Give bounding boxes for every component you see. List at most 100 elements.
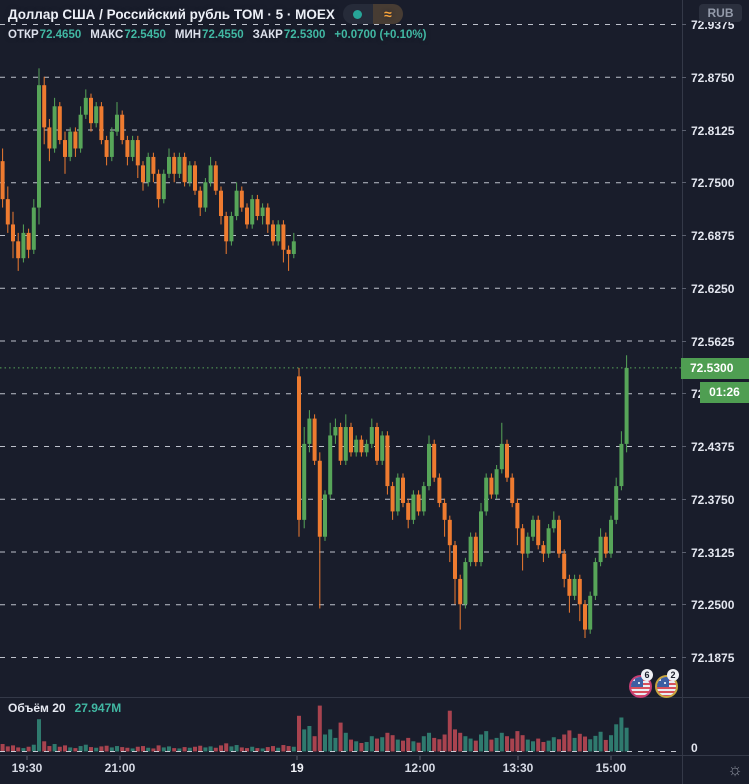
volume-bar (229, 746, 234, 752)
candle-body (234, 190, 239, 217)
volume-bar (557, 739, 561, 752)
volume-bar (354, 741, 359, 752)
volume-bar (567, 730, 572, 752)
currency-badge[interactable]: RUB (699, 4, 742, 22)
time-axis-tick (296, 756, 298, 760)
candle-body (109, 131, 114, 157)
candle-body (619, 443, 624, 487)
flag-counter-badge[interactable]: 6 (641, 669, 653, 681)
candle-body (135, 140, 140, 166)
candle-body (130, 140, 135, 157)
volume-bar (406, 737, 411, 752)
volume-bar (609, 735, 613, 752)
candle-body (26, 232, 31, 250)
candle-body (609, 519, 613, 554)
volume-bar (572, 737, 577, 752)
volume-bar (551, 737, 556, 752)
volume-bar (380, 737, 385, 752)
volume-bar (156, 745, 161, 752)
candle-body (463, 562, 468, 605)
volume-bar (281, 745, 286, 752)
candle-body (484, 477, 489, 512)
volume-bar (213, 747, 218, 752)
candle-body (255, 199, 260, 217)
candle-body (333, 427, 338, 436)
volume-bar (447, 710, 452, 752)
volume-bar (312, 736, 317, 752)
pane-separator[interactable] (0, 697, 749, 698)
volume-bar (203, 747, 208, 752)
open-value: 72.4650 (39, 29, 82, 41)
volume-bar (458, 732, 463, 752)
candle-body (120, 114, 125, 141)
symbol-title[interactable]: Доллар США / Российский рубль TOM · 5 · … (8, 6, 335, 22)
candle-body (73, 131, 78, 149)
volume-bar (343, 732, 348, 752)
ohlc-row: ОТКР 72.4650 МАКС 72.5450 МИН 72.4550 ЗАКР 7… (8, 29, 426, 41)
volume-bar (375, 738, 379, 752)
volume-bar (297, 715, 301, 752)
candle-body (577, 578, 582, 605)
volume-indicator-header: Объём 20 27.947M (8, 701, 121, 715)
time-axis-label: 15:00 (595, 761, 627, 775)
symbol-header[interactable]: Доллар США / Российский рубль TOM · 5 · … (8, 4, 403, 24)
candle-body (229, 216, 234, 242)
volume-bar (593, 735, 598, 752)
price-axis-tick (682, 76, 686, 78)
candle-body (401, 477, 405, 503)
volume-bar (302, 729, 307, 752)
candle-body (489, 477, 494, 495)
volume-bar (73, 748, 78, 752)
theme-sun-icon[interactable]: ☼ (727, 760, 743, 779)
candle-body (286, 249, 291, 254)
candle-body (182, 156, 187, 183)
flag-counter-badge[interactable]: 2 (667, 669, 679, 681)
last-price-label: 72.5300 (681, 357, 749, 379)
volume-bar (37, 719, 41, 752)
time-axis-label: 13:30 (502, 761, 534, 775)
approx-data-icon[interactable]: ≈ (372, 4, 403, 24)
candle-body (557, 519, 561, 554)
volume-bar (109, 747, 114, 752)
volume-bar (583, 736, 587, 752)
candlestick-chart[interactable] (0, 0, 682, 784)
candle-body (187, 165, 192, 183)
candle-body (0, 161, 5, 200)
candle-body (395, 477, 400, 512)
candle-body (359, 439, 364, 453)
candle-body (208, 165, 213, 183)
candle-body (515, 502, 520, 529)
candle-body (276, 224, 281, 242)
candle-body (380, 435, 385, 461)
time-axis[interactable]: 19:30 21:00 19 12:00 13:30 15:00 (0, 756, 682, 784)
candle-body (245, 207, 249, 225)
candle-body (307, 418, 312, 444)
candle-body (525, 536, 530, 554)
volume-indicator-label[interactable]: Объём 20 (8, 701, 66, 715)
volume-bar (63, 745, 67, 752)
candle-body (328, 435, 333, 495)
volume-bar (401, 740, 405, 752)
price-axis-label: 72.5625 (691, 334, 735, 349)
price-axis-tick (682, 657, 686, 658)
volume-bar (271, 746, 275, 752)
high-value: 72.5450 (124, 29, 166, 41)
price-axis[interactable]: RUB 72.5300 01:26 0 72.9375 72.8750 72.812… (681, 0, 749, 784)
candle-body (172, 156, 177, 174)
candle-body (442, 502, 447, 520)
market-open-dot-icon[interactable] (343, 4, 373, 24)
candle-body (499, 443, 504, 470)
volume-bar (286, 746, 291, 752)
volume-axis-zero-label: 0 (691, 741, 698, 755)
volume-bar (421, 736, 426, 752)
candle-body (167, 156, 171, 174)
candle-body (479, 511, 483, 563)
time-axis-tick (610, 756, 612, 760)
candle-body (11, 224, 15, 242)
candle-body (437, 477, 442, 503)
volume-bar (52, 744, 57, 752)
volume-bar (89, 747, 93, 752)
candle-body (265, 207, 270, 225)
market-status-pill[interactable]: ≈ (342, 4, 403, 24)
